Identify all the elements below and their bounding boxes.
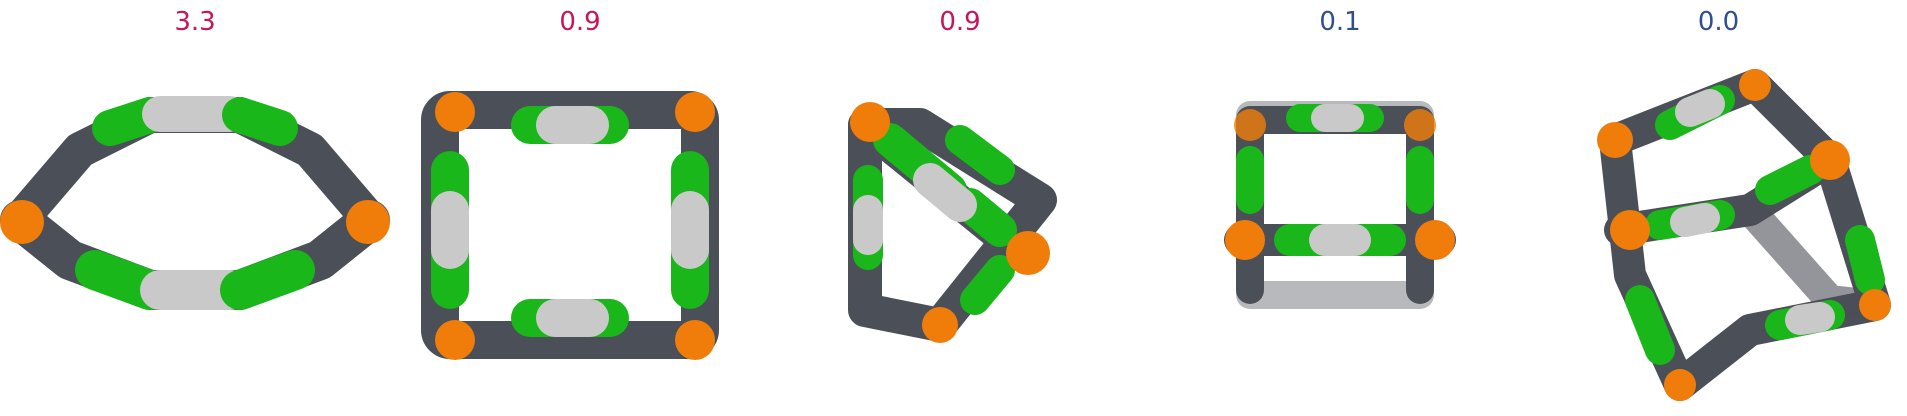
structure-panel-2: 0.9 [390,0,770,416]
structure-panel-5: 0.0 [1530,0,1907,416]
structure-panel-1: 3.3 [0,0,390,416]
energy-label-2: 0.9 [559,7,601,37]
molecule-render-5 [1597,69,1891,401]
molecule-render-1 [0,96,390,310]
energy-label-1: 3.3 [174,7,216,37]
energy-label-3: 0.9 [939,7,981,37]
molecule-render-2 [421,91,719,360]
molecule-render-4 [1224,101,1456,309]
structure-panel-3: 0.9 [770,0,1150,416]
structure-panel-4: 0.1 [1150,0,1530,416]
energy-label-5: 0.0 [1697,7,1740,37]
energy-label-4: 0.1 [1319,7,1361,37]
molecule-render-3 [848,102,1057,343]
